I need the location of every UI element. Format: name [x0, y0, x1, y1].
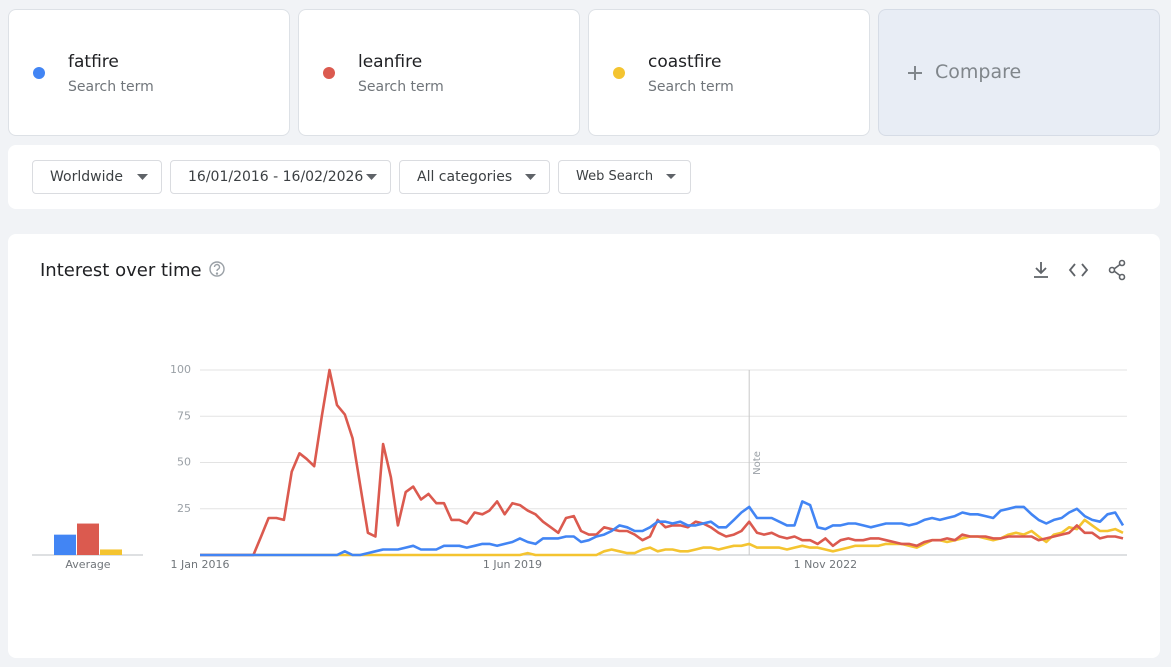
compare-card[interactable]: Compare — [878, 9, 1160, 136]
y-tick-label: 50 — [177, 456, 191, 469]
filter-label: 16/01/2016 - 16/02/2026 — [188, 169, 364, 185]
chart-card — [8, 234, 1160, 658]
term-card[interactable]: fatfire Search term — [8, 9, 290, 136]
term-dot — [323, 67, 335, 79]
average-bar — [54, 534, 76, 555]
compare-label: Compare — [935, 61, 1022, 83]
filter[interactable]: Web Search — [558, 160, 691, 194]
y-tick-label: 25 — [177, 502, 191, 515]
download-icon[interactable] — [1034, 262, 1048, 278]
term-dot — [33, 67, 45, 79]
chart-title: Interest over time — [40, 260, 202, 281]
filter[interactable]: Worldwide — [32, 160, 162, 194]
term-dot — [613, 67, 625, 79]
dropdown-arrow — [366, 174, 377, 180]
average-label: Average — [65, 558, 110, 571]
embed-icon[interactable] — [1068, 263, 1089, 277]
x-tick-label: 1 Nov 2022 — [794, 558, 857, 571]
filter[interactable]: 16/01/2016 - 16/02/2026 — [170, 160, 391, 194]
y-tick-label: 75 — [177, 409, 191, 422]
dropdown-arrow — [137, 174, 148, 180]
term-card[interactable]: coastfire Search term — [588, 9, 870, 136]
y-tick-label: 100 — [170, 363, 191, 376]
dropdown-arrow — [666, 174, 676, 179]
term-subtitle: Search term — [648, 79, 734, 95]
filter[interactable]: All categories — [399, 160, 550, 194]
average-bar — [77, 523, 99, 555]
share-icon[interactable] — [1108, 259, 1126, 281]
average-bar — [100, 549, 122, 555]
dropdown-arrow — [525, 174, 536, 180]
term-name: coastfire — [648, 52, 722, 72]
filter-label: Worldwide — [50, 169, 123, 185]
term-name: fatfire — [68, 52, 119, 72]
filter-label: All categories — [417, 169, 513, 185]
x-tick-label: 1 Jan 2016 — [171, 558, 230, 571]
term-name: leanfire — [358, 52, 423, 72]
x-tick-label: 1 Jun 2019 — [483, 558, 542, 571]
help-icon[interactable] — [209, 261, 225, 277]
series-line — [200, 368, 1124, 557]
term-subtitle: Search term — [358, 79, 444, 95]
note-label: Note — [752, 451, 763, 475]
plus-icon — [908, 66, 922, 80]
term-card[interactable]: leanfire Search term — [298, 9, 580, 136]
series-line — [200, 500, 1125, 557]
filter-label: Web Search — [576, 169, 654, 184]
term-subtitle: Search term — [68, 79, 154, 95]
